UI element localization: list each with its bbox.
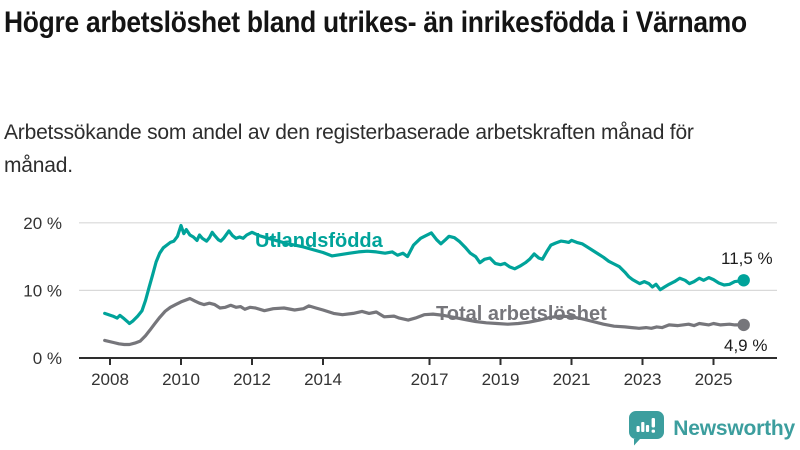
- end-value-utlandsfodda: 11,5 %: [721, 249, 773, 268]
- y-axis-tick-label: 0 %: [33, 349, 62, 368]
- y-axis-tick-label: 20 %: [23, 214, 62, 233]
- chart-subtitle: Arbetssökande som andel av den registerb…: [4, 121, 694, 177]
- series-label-utlandsfodda: Utlandsfödda: [255, 230, 383, 252]
- x-axis-tick-label: 2014: [304, 370, 342, 389]
- series-end-dot-total: [737, 318, 750, 332]
- x-axis-tick-label: 2010: [162, 370, 200, 389]
- x-axis-tick-label: 2021: [553, 370, 591, 389]
- x-axis-tick-label: 2017: [411, 370, 449, 389]
- series-line-utlandsfodda: [103, 223, 746, 326]
- page-title: Högre arbetslöshet bland utrikes- än inr…: [4, 6, 747, 39]
- series-label-total-arbetsloshet: Total arbetslöshet: [436, 303, 607, 325]
- x-axis-tick-label: 2023: [624, 370, 662, 389]
- y-axis-tick-label: 10 %: [23, 281, 62, 300]
- newsworthy-logo[interactable]: Newsworthy: [628, 410, 795, 447]
- x-axis-tick-label: 2012: [233, 370, 271, 389]
- series-line-total: [103, 296, 746, 347]
- newsworthy-wordmark: Newsworthy: [673, 416, 795, 440]
- x-axis-tick-label: 2025: [695, 370, 733, 389]
- series-end-dot-utlandsfodda: [737, 274, 750, 287]
- x-axis-tick-label: 2008: [91, 370, 129, 389]
- newsworthy-bubble-chart-icon: [629, 411, 665, 446]
- end-value-total-arbetsloshet: 4,9 %: [724, 336, 768, 355]
- x-axis-tick-label: 2019: [482, 370, 520, 389]
